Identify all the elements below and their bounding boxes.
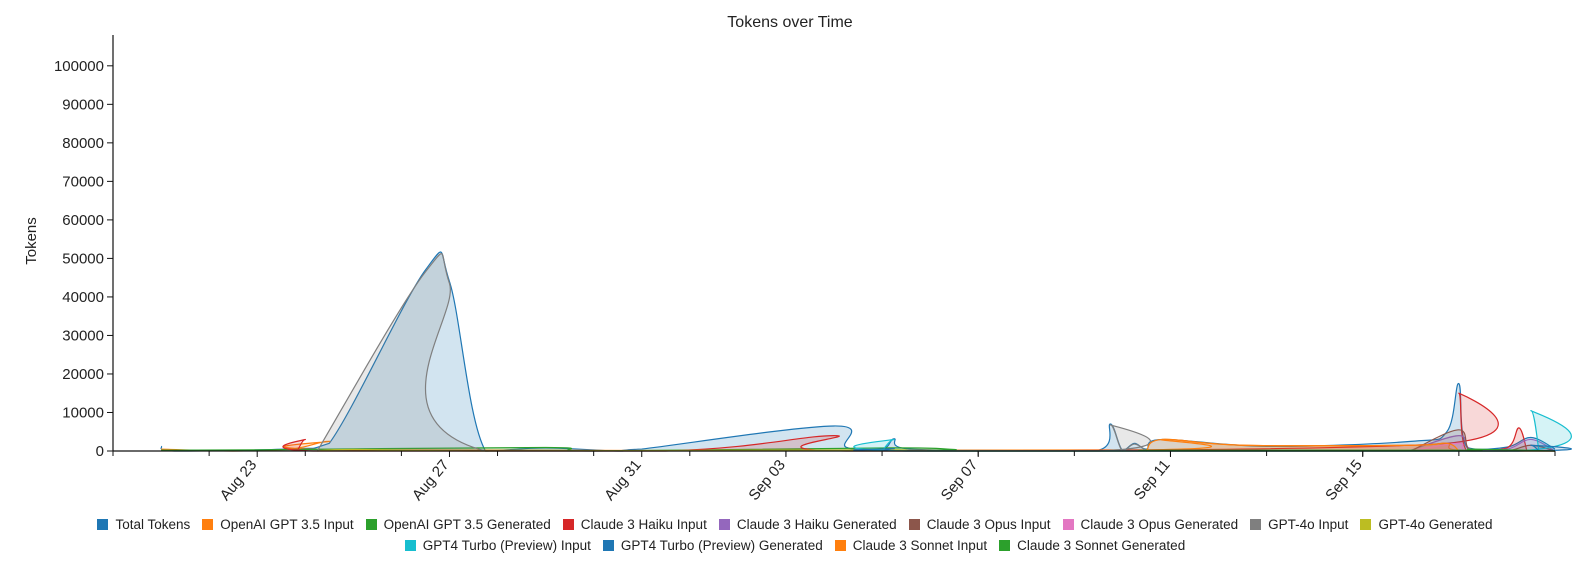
y-tick-label: 80000 (62, 135, 104, 152)
tokens-chart: Tokens over Time Tokens 0 10000 20000 30000… (23, 14, 1572, 504)
series-area (1410, 443, 1555, 451)
y-tick-label: 60000 (62, 212, 104, 229)
legend-item[interactable]: Claude 3 Haiku Generated (718, 517, 897, 532)
legend-swatch (202, 519, 214, 530)
legend-swatch (1062, 519, 1074, 530)
legend-item[interactable]: GPT4 Turbo (Preview) Generated (602, 538, 823, 553)
legend: Total Tokens OpenAI GPT 3.5 Input OpenAI G… (0, 514, 1590, 556)
series-area (317, 253, 1151, 451)
y-tick-label: 0 (96, 443, 104, 460)
legend-item[interactable]: GPT-4o Generated (1360, 517, 1493, 532)
x-tick-label: Aug 27 (409, 457, 453, 504)
legend-row: GPT4 Turbo (Preview) Input GPT4 Turbo (Pr… (0, 535, 1590, 556)
y-tick-label: 90000 (62, 96, 104, 113)
legend-row: Total Tokens OpenAI GPT 3.5 Input OpenAI G… (0, 514, 1590, 535)
x-tick-label: Sep 11 (1131, 457, 1174, 504)
legend-item[interactable]: Claude 3 Opus Input (908, 517, 1051, 532)
legend-swatch (404, 540, 416, 551)
legend-label: Claude 3 Haiku Input (580, 517, 707, 532)
legend-label: GPT4 Turbo (Preview) Generated (620, 538, 823, 553)
legend-label: Claude 3 Sonnet Input (852, 538, 988, 553)
y-axis: 0 10000 20000 30000 40000 50000 60000 70000 8000… (54, 35, 114, 460)
x-tick-label: Aug 23 (217, 457, 261, 504)
y-tick-label: 10000 (62, 404, 104, 421)
legend-item[interactable]: Claude 3 Haiku Input (562, 517, 707, 532)
y-axis-label: Tokens (23, 217, 40, 265)
legend-label: GPT-4o Generated (1378, 517, 1493, 532)
legend-item[interactable]: Claude 3 Sonnet Generated (999, 538, 1185, 553)
series-total-tokens (160, 251, 1556, 452)
series-line (1145, 438, 1460, 452)
x-tick-label: Sep 07 (938, 457, 982, 504)
legend-label: Claude 3 Opus Input (926, 517, 1051, 532)
legend-swatch (562, 519, 574, 530)
legend-item[interactable]: Claude 3 Opus Generated (1062, 517, 1239, 532)
series-area (161, 252, 1556, 451)
legend-swatch (97, 519, 109, 530)
legend-swatch (834, 540, 846, 551)
legend-label: Claude 3 Sonnet Generated (1017, 538, 1186, 553)
legend-swatch (602, 540, 614, 551)
legend-label: Total Tokens (115, 517, 191, 532)
series-area (1410, 429, 1555, 451)
legend-item[interactable]: Total Tokens (97, 517, 190, 532)
y-tick-label: 20000 (62, 366, 104, 383)
legend-label: Claude 3 Haiku Generated (736, 517, 897, 532)
y-tick-label: 50000 (62, 250, 104, 267)
series-line (1138, 448, 1556, 452)
chart-title: Tokens over Time (727, 14, 852, 31)
x-tick-label: Aug 31 (601, 457, 645, 504)
legend-swatch (1250, 519, 1262, 530)
x-tick-label: Sep 03 (745, 457, 789, 504)
y-tick-label: 30000 (62, 327, 104, 344)
series-area (1410, 435, 1555, 451)
series-area (1146, 439, 1459, 451)
legend-swatch (999, 540, 1011, 551)
legend-item[interactable]: OpenAI GPT 3.5 Generated (365, 517, 551, 532)
legend-label: GPT-4o Input (1268, 517, 1349, 532)
legend-swatch (1360, 519, 1372, 530)
y-tick-label: 100000 (54, 58, 104, 75)
legend-swatch (718, 519, 730, 530)
legend-item[interactable]: OpenAI GPT 3.5 Input (202, 517, 354, 532)
legend-label: OpenAI GPT 3.5 Generated (383, 517, 551, 532)
y-tick-label: 40000 (62, 289, 104, 306)
x-tick-label: Sep 15 (1322, 457, 1366, 504)
legend-item[interactable]: Claude 3 Sonnet Input (834, 538, 988, 553)
legend-swatch (908, 519, 920, 530)
series-claude-3-sonnet-input (1145, 438, 1460, 452)
y-tick-label: 70000 (62, 173, 104, 190)
legend-label: OpenAI GPT 3.5 Input (220, 517, 354, 532)
legend-item[interactable]: GPT-4o Input (1250, 517, 1348, 532)
legend-label: GPT4 Turbo (Preview) Input (422, 538, 591, 553)
x-axis: Aug 23 Aug 27 Aug 31 Sep 03 Sep 07 Sep 11 Sep … (112, 450, 1556, 504)
series-areas (160, 251, 1572, 452)
legend-item[interactable]: GPT4 Turbo (Preview) Input (404, 538, 591, 553)
series-line (160, 251, 1556, 452)
legend-label: Claude 3 Opus Generated (1080, 517, 1239, 532)
legend-swatch (365, 519, 377, 530)
